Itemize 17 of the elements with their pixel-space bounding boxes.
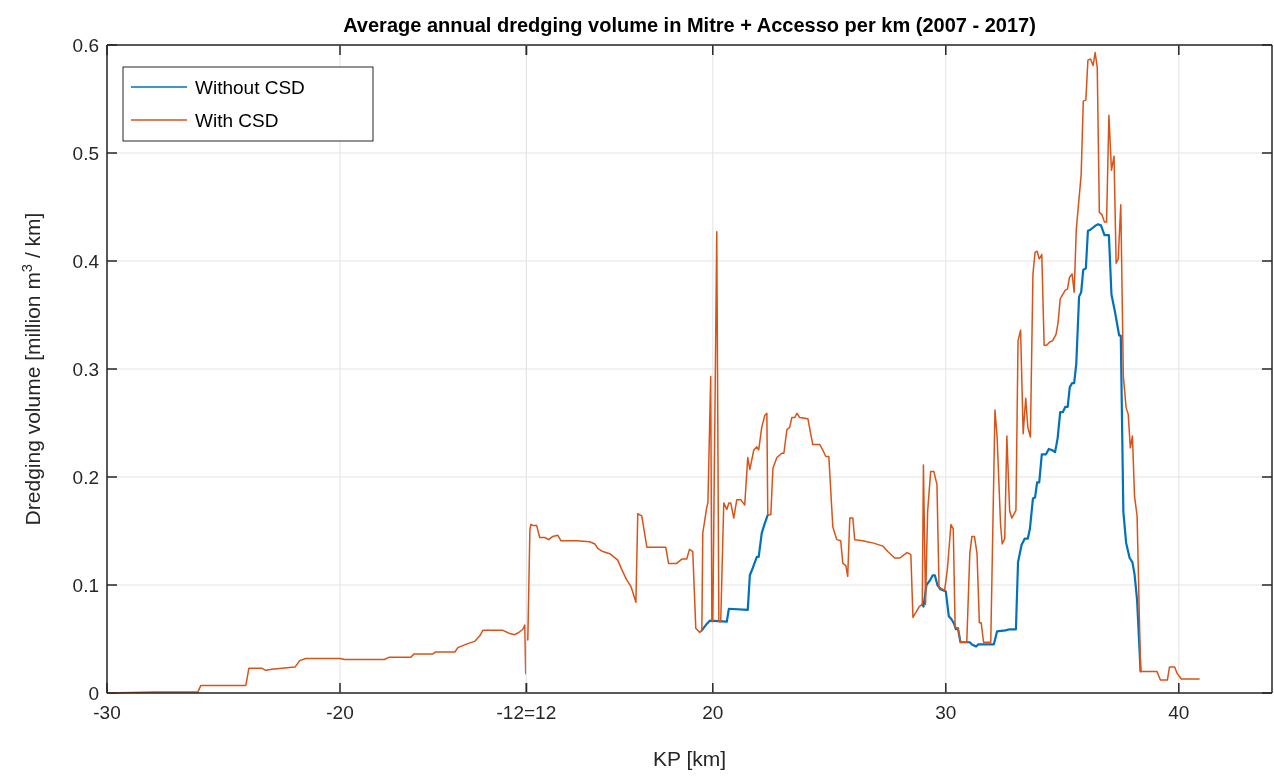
x-tick-label: -30 [93, 702, 121, 723]
legend-label: With CSD [195, 110, 279, 131]
x-tick-label: -12=12 [496, 702, 557, 723]
y-tick-label: 0.1 [72, 575, 99, 596]
x-tick-label: -20 [326, 702, 354, 723]
x-tick-label: 20 [702, 702, 724, 723]
legend-label: Without CSD [195, 77, 305, 98]
x-tick-label: 30 [935, 702, 957, 723]
y-tick-label: 0.4 [72, 251, 100, 272]
chart-title: Average annual dredging volume in Mitre + Accesso per km (2007 - 2017) [343, 14, 1036, 36]
y-tick-label: 0.6 [72, 35, 99, 56]
y-tick-label: 0.3 [72, 359, 99, 380]
x-axis-title: KP [km] [652, 747, 727, 770]
y-tick-label: 0.5 [72, 143, 99, 164]
y-tick-label: 0.2 [72, 467, 99, 488]
y-tick-label: 0 [88, 683, 99, 704]
x-tick-label: 40 [1168, 702, 1190, 723]
